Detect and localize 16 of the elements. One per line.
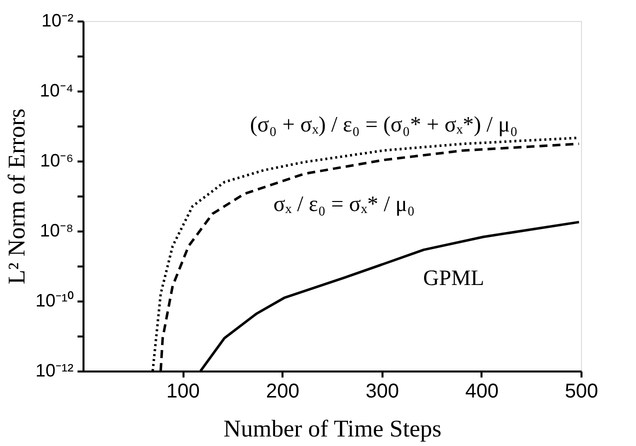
y-tick-label: 10⁻⁴ bbox=[40, 80, 74, 100]
y-tick-label: 10⁻¹² bbox=[35, 360, 74, 380]
series-label: σₓ / ε₀ = σₓ* / μ₀ bbox=[273, 190, 415, 216]
y-tick-label: 10⁻² bbox=[41, 10, 74, 30]
x-tick-label: 400 bbox=[465, 380, 499, 402]
x-tick-label: 300 bbox=[366, 380, 399, 402]
y-tick-label: 10⁻¹⁰ bbox=[35, 290, 74, 310]
y-tick-label: 10⁻⁶ bbox=[40, 150, 74, 170]
x-axis-title: Number of Time Steps bbox=[223, 416, 442, 442]
y-tick-label: 10⁻⁸ bbox=[40, 220, 74, 240]
series-label: GPML bbox=[423, 264, 484, 290]
y-axis-title: L² Norm of Errors bbox=[4, 108, 30, 284]
series-label: (σ₀ + σₓ) / ε₀ = (σ₀* + σₓ*) / μ₀ bbox=[250, 111, 518, 136]
x-tick-label: 100 bbox=[166, 380, 200, 402]
x-tick-label: 500 bbox=[564, 380, 598, 402]
x-tick-label: 200 bbox=[266, 380, 300, 402]
